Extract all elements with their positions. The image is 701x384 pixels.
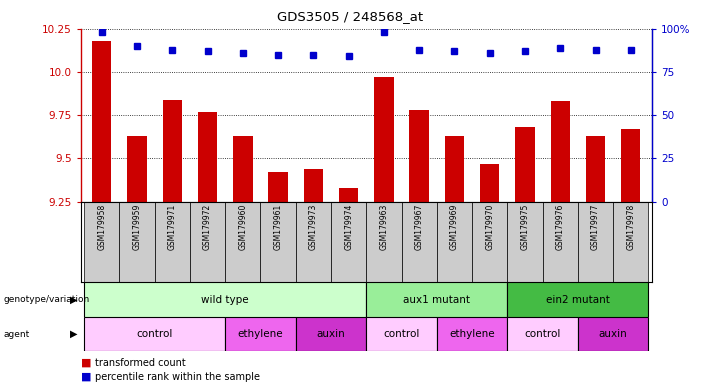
Bar	[296, 317, 367, 351]
Bar	[304, 169, 323, 202]
Text: control: control	[383, 329, 420, 339]
Bar	[472, 202, 508, 282]
Bar	[550, 101, 570, 202]
Bar	[621, 129, 641, 202]
Text: GSM179974: GSM179974	[344, 204, 353, 250]
Text: agent: agent	[4, 329, 29, 339]
Bar	[84, 282, 367, 317]
Text: auxin: auxin	[317, 329, 346, 339]
Bar	[578, 202, 613, 282]
Bar	[155, 202, 190, 282]
Text: GSM179972: GSM179972	[203, 204, 212, 250]
Text: GSM179977: GSM179977	[591, 204, 600, 250]
Text: GSM179967: GSM179967	[415, 204, 423, 250]
Text: wild type: wild type	[201, 295, 249, 305]
Text: aux1 mutant: aux1 mutant	[403, 295, 470, 305]
Bar	[163, 99, 182, 202]
Text: genotype/variation: genotype/variation	[4, 295, 90, 304]
Text: ▶: ▶	[69, 329, 77, 339]
Bar	[261, 202, 296, 282]
Text: GSM179976: GSM179976	[556, 204, 565, 250]
Text: percentile rank within the sample: percentile rank within the sample	[95, 372, 259, 382]
Bar	[233, 136, 252, 202]
Bar	[578, 317, 648, 351]
Text: control: control	[137, 329, 173, 339]
Text: GSM179959: GSM179959	[132, 204, 142, 250]
Text: ■: ■	[81, 372, 91, 382]
Bar	[508, 202, 543, 282]
Bar	[225, 317, 296, 351]
Bar	[437, 317, 508, 351]
Text: GSM179978: GSM179978	[626, 204, 635, 250]
Bar	[198, 112, 217, 202]
Text: auxin: auxin	[599, 329, 627, 339]
Text: GSM179960: GSM179960	[238, 204, 247, 250]
Text: ethylene: ethylene	[449, 329, 495, 339]
Bar	[331, 202, 367, 282]
Bar	[296, 202, 331, 282]
Bar	[508, 317, 578, 351]
Text: GSM179969: GSM179969	[450, 204, 459, 250]
Bar	[367, 317, 437, 351]
Bar	[515, 127, 535, 202]
Bar	[84, 202, 119, 282]
Text: transformed count: transformed count	[95, 358, 185, 368]
Bar	[480, 164, 499, 202]
Bar	[190, 202, 225, 282]
Text: GSM179961: GSM179961	[273, 204, 283, 250]
Bar	[367, 202, 402, 282]
Text: control: control	[524, 329, 561, 339]
Bar	[586, 136, 605, 202]
Bar	[402, 202, 437, 282]
Text: GSM179970: GSM179970	[485, 204, 494, 250]
Bar	[225, 202, 261, 282]
Text: GSM179973: GSM179973	[309, 204, 318, 250]
Bar	[268, 172, 288, 202]
Bar	[437, 202, 472, 282]
Bar	[374, 77, 393, 202]
Bar	[613, 202, 648, 282]
Bar	[119, 202, 155, 282]
Text: ■: ■	[81, 358, 91, 368]
Bar	[128, 136, 147, 202]
Text: GDS3505 / 248568_at: GDS3505 / 248568_at	[278, 10, 423, 23]
Bar	[339, 188, 358, 202]
Bar	[543, 202, 578, 282]
Text: ▶: ▶	[69, 295, 77, 305]
Bar	[508, 282, 648, 317]
Bar	[444, 136, 464, 202]
Text: GSM179963: GSM179963	[379, 204, 388, 250]
Bar	[367, 282, 508, 317]
Text: GSM179975: GSM179975	[520, 204, 529, 250]
Text: GSM179971: GSM179971	[168, 204, 177, 250]
Text: ein2 mutant: ein2 mutant	[546, 295, 610, 305]
Text: GSM179958: GSM179958	[97, 204, 107, 250]
Bar	[84, 317, 225, 351]
Bar	[409, 110, 429, 202]
Bar	[92, 41, 111, 202]
Text: ethylene: ethylene	[238, 329, 283, 339]
